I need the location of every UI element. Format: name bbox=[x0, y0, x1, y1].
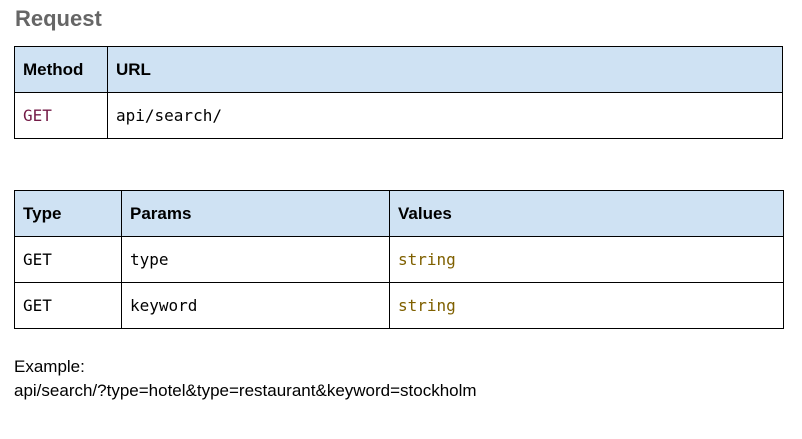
values-column-header: Values bbox=[389, 190, 784, 237]
params-table: Type Params Values GET type string GET k… bbox=[14, 190, 784, 329]
example-block: Example: api/search/?type=hotel&type=res… bbox=[14, 355, 477, 403]
type-cell: GET bbox=[14, 282, 122, 329]
table-row: GET type string bbox=[14, 236, 784, 283]
param-cell: type bbox=[121, 236, 390, 283]
table-row: GET api/search/ bbox=[14, 92, 783, 139]
params-table-header-row: Type Params Values bbox=[14, 190, 784, 237]
param-cell: keyword bbox=[121, 282, 390, 329]
request-table-header-row: Method URL bbox=[14, 46, 783, 93]
type-cell: GET bbox=[14, 236, 122, 283]
value-cell: string bbox=[389, 282, 784, 329]
value-cell: string bbox=[389, 236, 784, 283]
params-column-header: Params bbox=[121, 190, 390, 237]
url-column-header: URL bbox=[107, 46, 783, 93]
type-column-header: Type bbox=[14, 190, 122, 237]
example-label: Example: bbox=[14, 357, 85, 376]
example-url: api/search/?type=hotel&type=restaurant&k… bbox=[14, 381, 477, 400]
url-cell: api/search/ bbox=[107, 92, 783, 139]
method-column-header: Method bbox=[14, 46, 108, 93]
request-table: Method URL GET api/search/ bbox=[14, 46, 783, 139]
table-row: GET keyword string bbox=[14, 282, 784, 329]
method-cell: GET bbox=[14, 92, 108, 139]
section-heading: Request bbox=[15, 6, 102, 31]
